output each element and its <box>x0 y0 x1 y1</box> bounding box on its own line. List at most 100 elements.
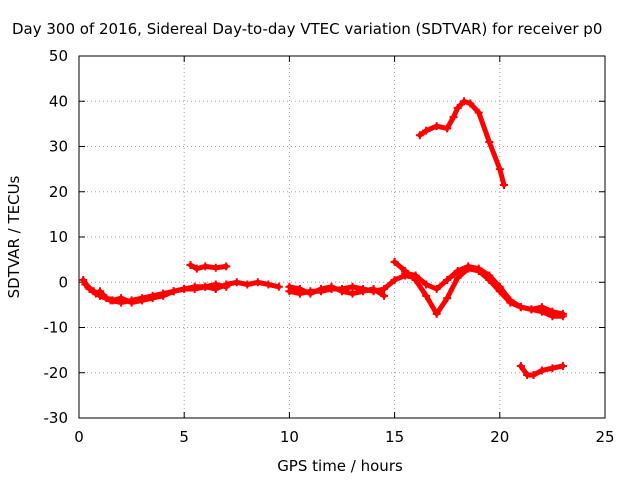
x-tick-label: 5 <box>179 428 189 446</box>
data-point <box>338 287 346 296</box>
data-point <box>495 165 504 174</box>
y-tick-label: 40 <box>49 92 68 110</box>
y-tick-label: -10 <box>44 319 69 337</box>
data-point <box>348 282 357 291</box>
data-point <box>359 287 368 296</box>
data-point <box>390 275 399 284</box>
data-point <box>169 287 178 296</box>
series-arc-5b <box>402 263 566 319</box>
data-point <box>186 261 195 270</box>
data-point <box>411 271 420 280</box>
x-tick-label: 25 <box>595 428 614 446</box>
data-point <box>449 113 458 122</box>
series-arc-6 <box>417 98 507 188</box>
data-point <box>527 305 536 314</box>
data-point <box>506 296 515 305</box>
data-point <box>474 108 483 117</box>
series-arc-4b <box>286 284 387 299</box>
data-point <box>211 263 220 272</box>
data-point <box>443 124 452 133</box>
y-tick-label: -30 <box>44 409 69 427</box>
data-point <box>285 282 294 291</box>
y-tick-label: 10 <box>49 228 68 246</box>
data-point <box>401 269 410 278</box>
data-point <box>264 280 273 289</box>
y-tick-label: 50 <box>49 47 68 65</box>
y-axis-label: SDTVAR / TECUs <box>5 175 23 298</box>
data-point <box>295 285 304 294</box>
data-point <box>464 262 473 271</box>
data-point <box>453 104 462 113</box>
data-point <box>81 280 90 289</box>
x-axis: 0 5 10 15 20 25 <box>74 56 615 446</box>
data-point <box>453 266 462 275</box>
data-point <box>500 180 509 189</box>
data-point <box>211 285 220 294</box>
data-point <box>222 262 231 271</box>
data-point <box>127 296 136 305</box>
y-tick-label: 20 <box>49 183 68 201</box>
data-point <box>106 296 115 305</box>
x-tick-label: 20 <box>490 428 509 446</box>
data-point <box>466 99 475 108</box>
chart-title: Day 300 of 2016, Sidereal Day-to-day VTE… <box>12 20 602 38</box>
data-point <box>148 291 157 300</box>
data-point <box>432 309 441 318</box>
x-tick-label: 10 <box>280 428 299 446</box>
data-point <box>516 303 525 312</box>
data-point <box>422 280 431 289</box>
data-point <box>443 275 452 284</box>
data-point <box>306 289 315 298</box>
data-point <box>243 280 252 289</box>
data-point <box>558 361 567 370</box>
x-tick-label: 0 <box>74 428 84 446</box>
data-point <box>79 275 88 284</box>
data-point <box>548 364 557 373</box>
x-axis-label: GPS time / hours <box>277 457 403 475</box>
data-point <box>453 273 462 282</box>
data-point <box>548 312 557 321</box>
data-point <box>253 278 262 287</box>
x-tick-label: 15 <box>385 428 404 446</box>
data-point <box>537 307 546 316</box>
data-point <box>485 271 494 280</box>
plot-frame <box>78 55 606 419</box>
data-point <box>96 291 105 300</box>
data-point <box>443 294 452 303</box>
data-point <box>558 312 567 321</box>
data-point <box>201 262 210 271</box>
data-series <box>79 97 567 380</box>
data-point <box>180 285 189 294</box>
data-point <box>316 285 325 294</box>
data-point <box>232 278 241 287</box>
data-point <box>117 298 126 307</box>
data-point <box>432 122 441 131</box>
y-axis: -30 -20 -10 0 10 20 30 40 50 <box>44 47 605 427</box>
data-point <box>537 366 546 375</box>
data-point <box>201 282 210 291</box>
data-point <box>422 126 431 135</box>
grid <box>79 56 605 418</box>
data-point <box>274 282 283 291</box>
data-point <box>138 294 147 303</box>
data-point <box>369 285 378 294</box>
data-point <box>432 285 441 294</box>
data-point <box>485 137 494 146</box>
y-tick-label: 30 <box>49 138 68 156</box>
data-point <box>327 282 336 291</box>
data-point <box>192 264 201 273</box>
data-point <box>529 371 538 380</box>
data-point <box>348 289 357 298</box>
data-point <box>422 291 431 300</box>
y-tick-label: -20 <box>44 364 69 382</box>
data-point <box>474 264 483 273</box>
data-point <box>190 282 199 291</box>
data-point <box>380 285 389 294</box>
data-point <box>495 282 504 291</box>
data-point <box>380 291 389 300</box>
data-point <box>390 257 399 266</box>
data-point <box>516 361 525 370</box>
data-point <box>89 287 98 296</box>
data-point <box>159 289 168 298</box>
